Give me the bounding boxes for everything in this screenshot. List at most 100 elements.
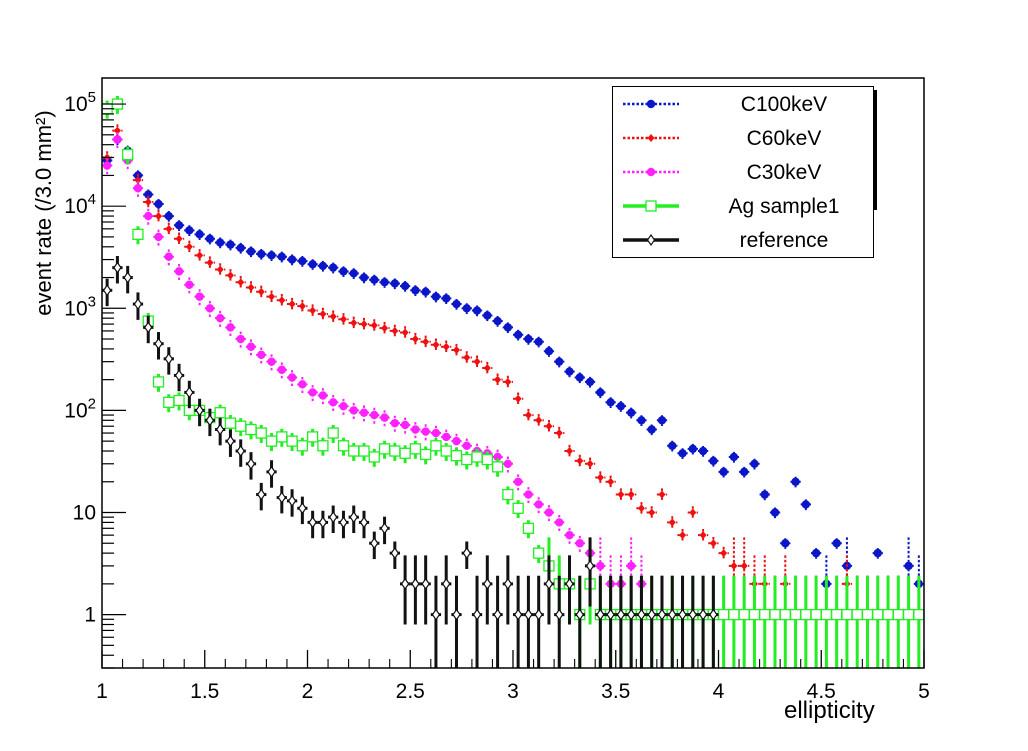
c30kev-marker <box>390 418 400 428</box>
legend-entry-c30kev: C30keV <box>613 155 875 189</box>
c100kev-point <box>235 242 246 254</box>
c100kev-point <box>348 268 359 279</box>
c60kev-point <box>307 304 318 318</box>
c60kev-point <box>554 426 565 441</box>
ag-sample1-marker <box>358 445 370 457</box>
y-tick-base: 1 <box>84 604 96 627</box>
reference-marker <box>555 608 564 621</box>
c30kev-point <box>564 527 575 544</box>
c60kev-point <box>595 471 606 485</box>
c30kev-marker <box>400 420 410 430</box>
c60kev-marker <box>165 224 173 233</box>
c60kev-point <box>153 209 164 224</box>
c30kev-point <box>297 376 308 394</box>
reference-point <box>297 496 308 525</box>
ag-sample1-marker <box>224 417 237 429</box>
c100kev-point <box>564 366 575 378</box>
c30kev-point <box>420 424 431 441</box>
c60kev-point <box>184 240 195 255</box>
ag-sample1-marker <box>841 608 853 621</box>
ag-sample1-marker <box>913 608 925 621</box>
c60kev-marker <box>360 320 368 329</box>
ag-sample1-point <box>296 437 309 456</box>
c100kev-marker <box>493 316 502 326</box>
c100kev-point <box>245 246 257 258</box>
ag-sample1-marker <box>512 502 524 514</box>
ag-sample1-point <box>327 424 339 443</box>
reference-marker <box>154 337 163 350</box>
c100kev-marker <box>832 539 841 548</box>
x-tick-label: 3.5 <box>601 680 630 703</box>
c30kev-marker <box>257 350 266 360</box>
reference-marker <box>215 423 225 436</box>
reference-point <box>492 575 503 668</box>
c60kev-point <box>317 307 329 322</box>
c100kev-point <box>574 372 585 384</box>
x-tick-label: 5 <box>918 680 930 703</box>
reference-marker <box>452 608 461 621</box>
ag-sample1-marker <box>122 148 134 161</box>
c60kev-marker <box>370 321 378 330</box>
c30kev-marker <box>287 373 297 382</box>
reference-point <box>677 575 688 668</box>
reference-point <box>389 541 400 569</box>
c30kev-marker <box>380 413 389 422</box>
c30kev-marker <box>431 428 441 438</box>
c60kev-marker <box>411 335 419 344</box>
ag-sample1-marker <box>409 443 422 455</box>
c60kev-point <box>348 316 359 331</box>
c100kev-marker <box>246 247 256 256</box>
c30kev-marker <box>370 410 379 420</box>
c30kev-marker <box>503 459 513 468</box>
reference-marker <box>637 608 646 621</box>
c60kev-marker <box>319 309 327 318</box>
c60kev-marker <box>627 490 635 499</box>
ag-sample1-point <box>317 437 329 456</box>
c100kev-marker <box>904 561 913 571</box>
c60kev-point <box>451 343 462 358</box>
c100kev-point <box>697 445 709 457</box>
c60kev-point <box>389 324 400 339</box>
ag-sample1-marker <box>276 431 288 443</box>
reference-point <box>286 489 298 517</box>
reference-marker <box>308 516 317 529</box>
c30kev-marker <box>236 334 245 344</box>
c100kev-point <box>461 303 472 314</box>
ag-sample1-marker <box>265 435 278 447</box>
c60kev-point <box>399 326 411 340</box>
c100kev-point <box>369 274 380 286</box>
ag-sample1-marker <box>348 445 360 457</box>
y-tick-exponent: 2 <box>88 395 96 412</box>
c30kev-point <box>441 429 452 446</box>
c100kev-point <box>667 440 678 452</box>
c100kev-point <box>389 278 400 290</box>
c100kev-marker <box>205 234 215 243</box>
reference-marker <box>647 608 656 621</box>
c60kev-marker <box>709 539 717 548</box>
ag-sample1-marker <box>152 376 165 388</box>
c30kev-point <box>523 487 534 504</box>
c30kev-marker <box>565 530 574 540</box>
c60kev-marker <box>216 265 224 274</box>
ag-sample1-marker <box>491 461 504 473</box>
c60kev-marker <box>432 340 440 349</box>
legend-sample-ag-sample1 <box>623 200 679 212</box>
reference-point <box>687 575 698 668</box>
c60kev-point <box>492 373 503 387</box>
legend-sample-c60kev <box>623 134 679 142</box>
c60kev-marker <box>730 561 738 570</box>
ag-sample1-point <box>800 575 812 668</box>
ag-sample1-marker <box>450 450 463 462</box>
c60kev-marker <box>452 346 460 355</box>
c100kev-point <box>584 376 596 388</box>
ag-sample1-point <box>152 373 165 392</box>
c30kev-marker <box>555 518 564 527</box>
reference-marker <box>503 577 513 590</box>
ag-sample1-marker <box>327 427 339 439</box>
c100kev-marker <box>287 255 297 264</box>
reference-point <box>605 575 616 668</box>
c100kev-point <box>595 387 606 399</box>
c60kev-marker <box>699 531 707 540</box>
c100kev-marker <box>791 477 800 486</box>
ag-sample1-marker <box>502 488 514 501</box>
